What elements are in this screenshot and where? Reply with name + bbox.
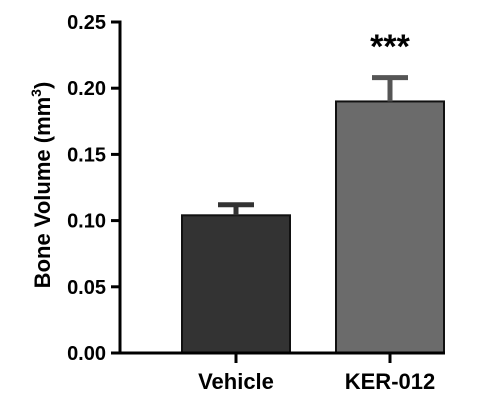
error-bars: [218, 75, 408, 216]
significance-label: ***: [370, 28, 410, 66]
annotations: ***: [370, 28, 410, 66]
bars: [181, 100, 445, 354]
y-axis-label: Bone Volume (mm3): [28, 82, 55, 289]
y-axis-label-close: ): [30, 82, 55, 89]
bar-vehicle: [181, 214, 291, 354]
bar-ker-012: [335, 100, 445, 354]
x-tick-label: KER-012: [345, 369, 435, 394]
y-tick-label: 0.05: [67, 277, 106, 299]
y-tick-label: 0.15: [67, 144, 106, 166]
y-tick-label: 0.10: [67, 211, 106, 233]
y-axis-ticks: 0.00 0.05 0.10 0.15 0.20 0.25: [67, 12, 120, 365]
y-tick-label: 0.25: [67, 12, 106, 34]
y-tick-label: 0.00: [67, 343, 106, 365]
y-tick-label: 0.20: [67, 78, 106, 100]
x-axis-ticks: Vehicle KER-012: [198, 353, 435, 394]
y-axis-label-text: Bone Volume (mm: [30, 97, 55, 289]
x-tick-label: Vehicle: [198, 369, 274, 394]
y-axis-label-superscript: 3: [28, 89, 44, 97]
